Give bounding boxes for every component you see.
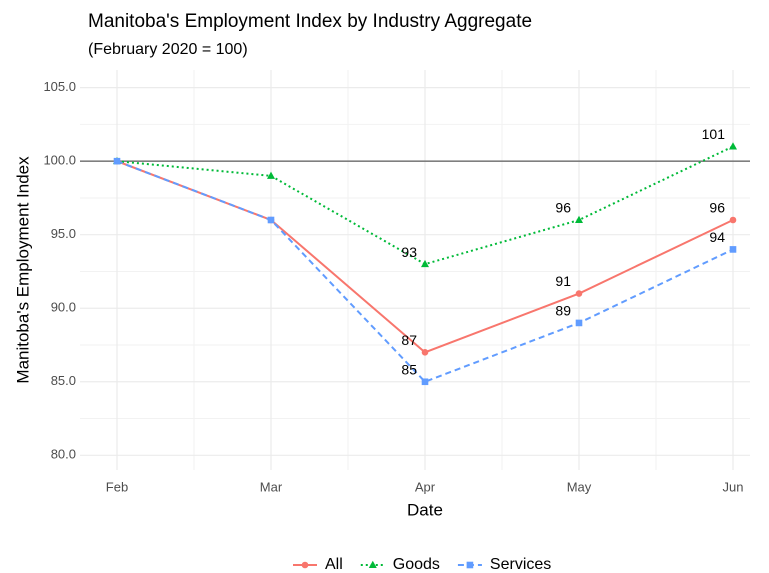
- point: [575, 215, 583, 223]
- legend-label: Services: [490, 556, 551, 573]
- point: [113, 157, 121, 165]
- point: [575, 319, 583, 327]
- legend-key-marker: [301, 561, 309, 569]
- y-tick-label: 105.0: [43, 79, 76, 94]
- value-label: 101: [702, 126, 726, 142]
- point: [421, 349, 429, 356]
- point: [421, 378, 429, 386]
- y-tick-label: 100.0: [43, 153, 76, 168]
- y-axis-title: Manitoba's Employment Index: [13, 156, 32, 384]
- y-tick-label: 85.0: [51, 373, 76, 388]
- value-label: 87: [401, 332, 417, 348]
- point: [729, 216, 737, 224]
- y-tick-label: 95.0: [51, 226, 76, 241]
- legend-key-marker: [466, 561, 474, 569]
- chart-subtitle: (February 2020 = 100): [88, 41, 248, 58]
- point: [729, 142, 737, 150]
- x-tick-label: Jun: [723, 479, 744, 494]
- value-label: 89: [555, 303, 571, 319]
- y-tick-label: 90.0: [51, 300, 76, 315]
- value-label: 91: [555, 273, 571, 289]
- x-tick-label: Feb: [106, 479, 128, 494]
- x-tick-label: May: [567, 479, 592, 494]
- point: [575, 290, 583, 297]
- x-tick-label: Mar: [260, 479, 283, 494]
- legend-label: Goods: [393, 556, 440, 573]
- chart-title: Manitoba's Employment Index by Industry …: [88, 11, 532, 32]
- value-label: 93: [401, 244, 417, 260]
- value-label: 96: [555, 200, 571, 216]
- legend-key-marker: [368, 560, 377, 568]
- point: [421, 259, 429, 268]
- point: [267, 171, 275, 179]
- x-tick-label: Apr: [415, 479, 436, 494]
- point: [267, 216, 275, 224]
- legend: All Goods Services: [293, 556, 551, 573]
- point: [729, 246, 737, 253]
- value-label: 85: [401, 361, 417, 377]
- value-label: 96: [709, 200, 725, 216]
- x-axis-title: Date: [407, 500, 443, 519]
- legend-label: All: [325, 556, 343, 573]
- y-tick-label: 80.0: [51, 447, 76, 462]
- value-label: 94: [709, 229, 725, 245]
